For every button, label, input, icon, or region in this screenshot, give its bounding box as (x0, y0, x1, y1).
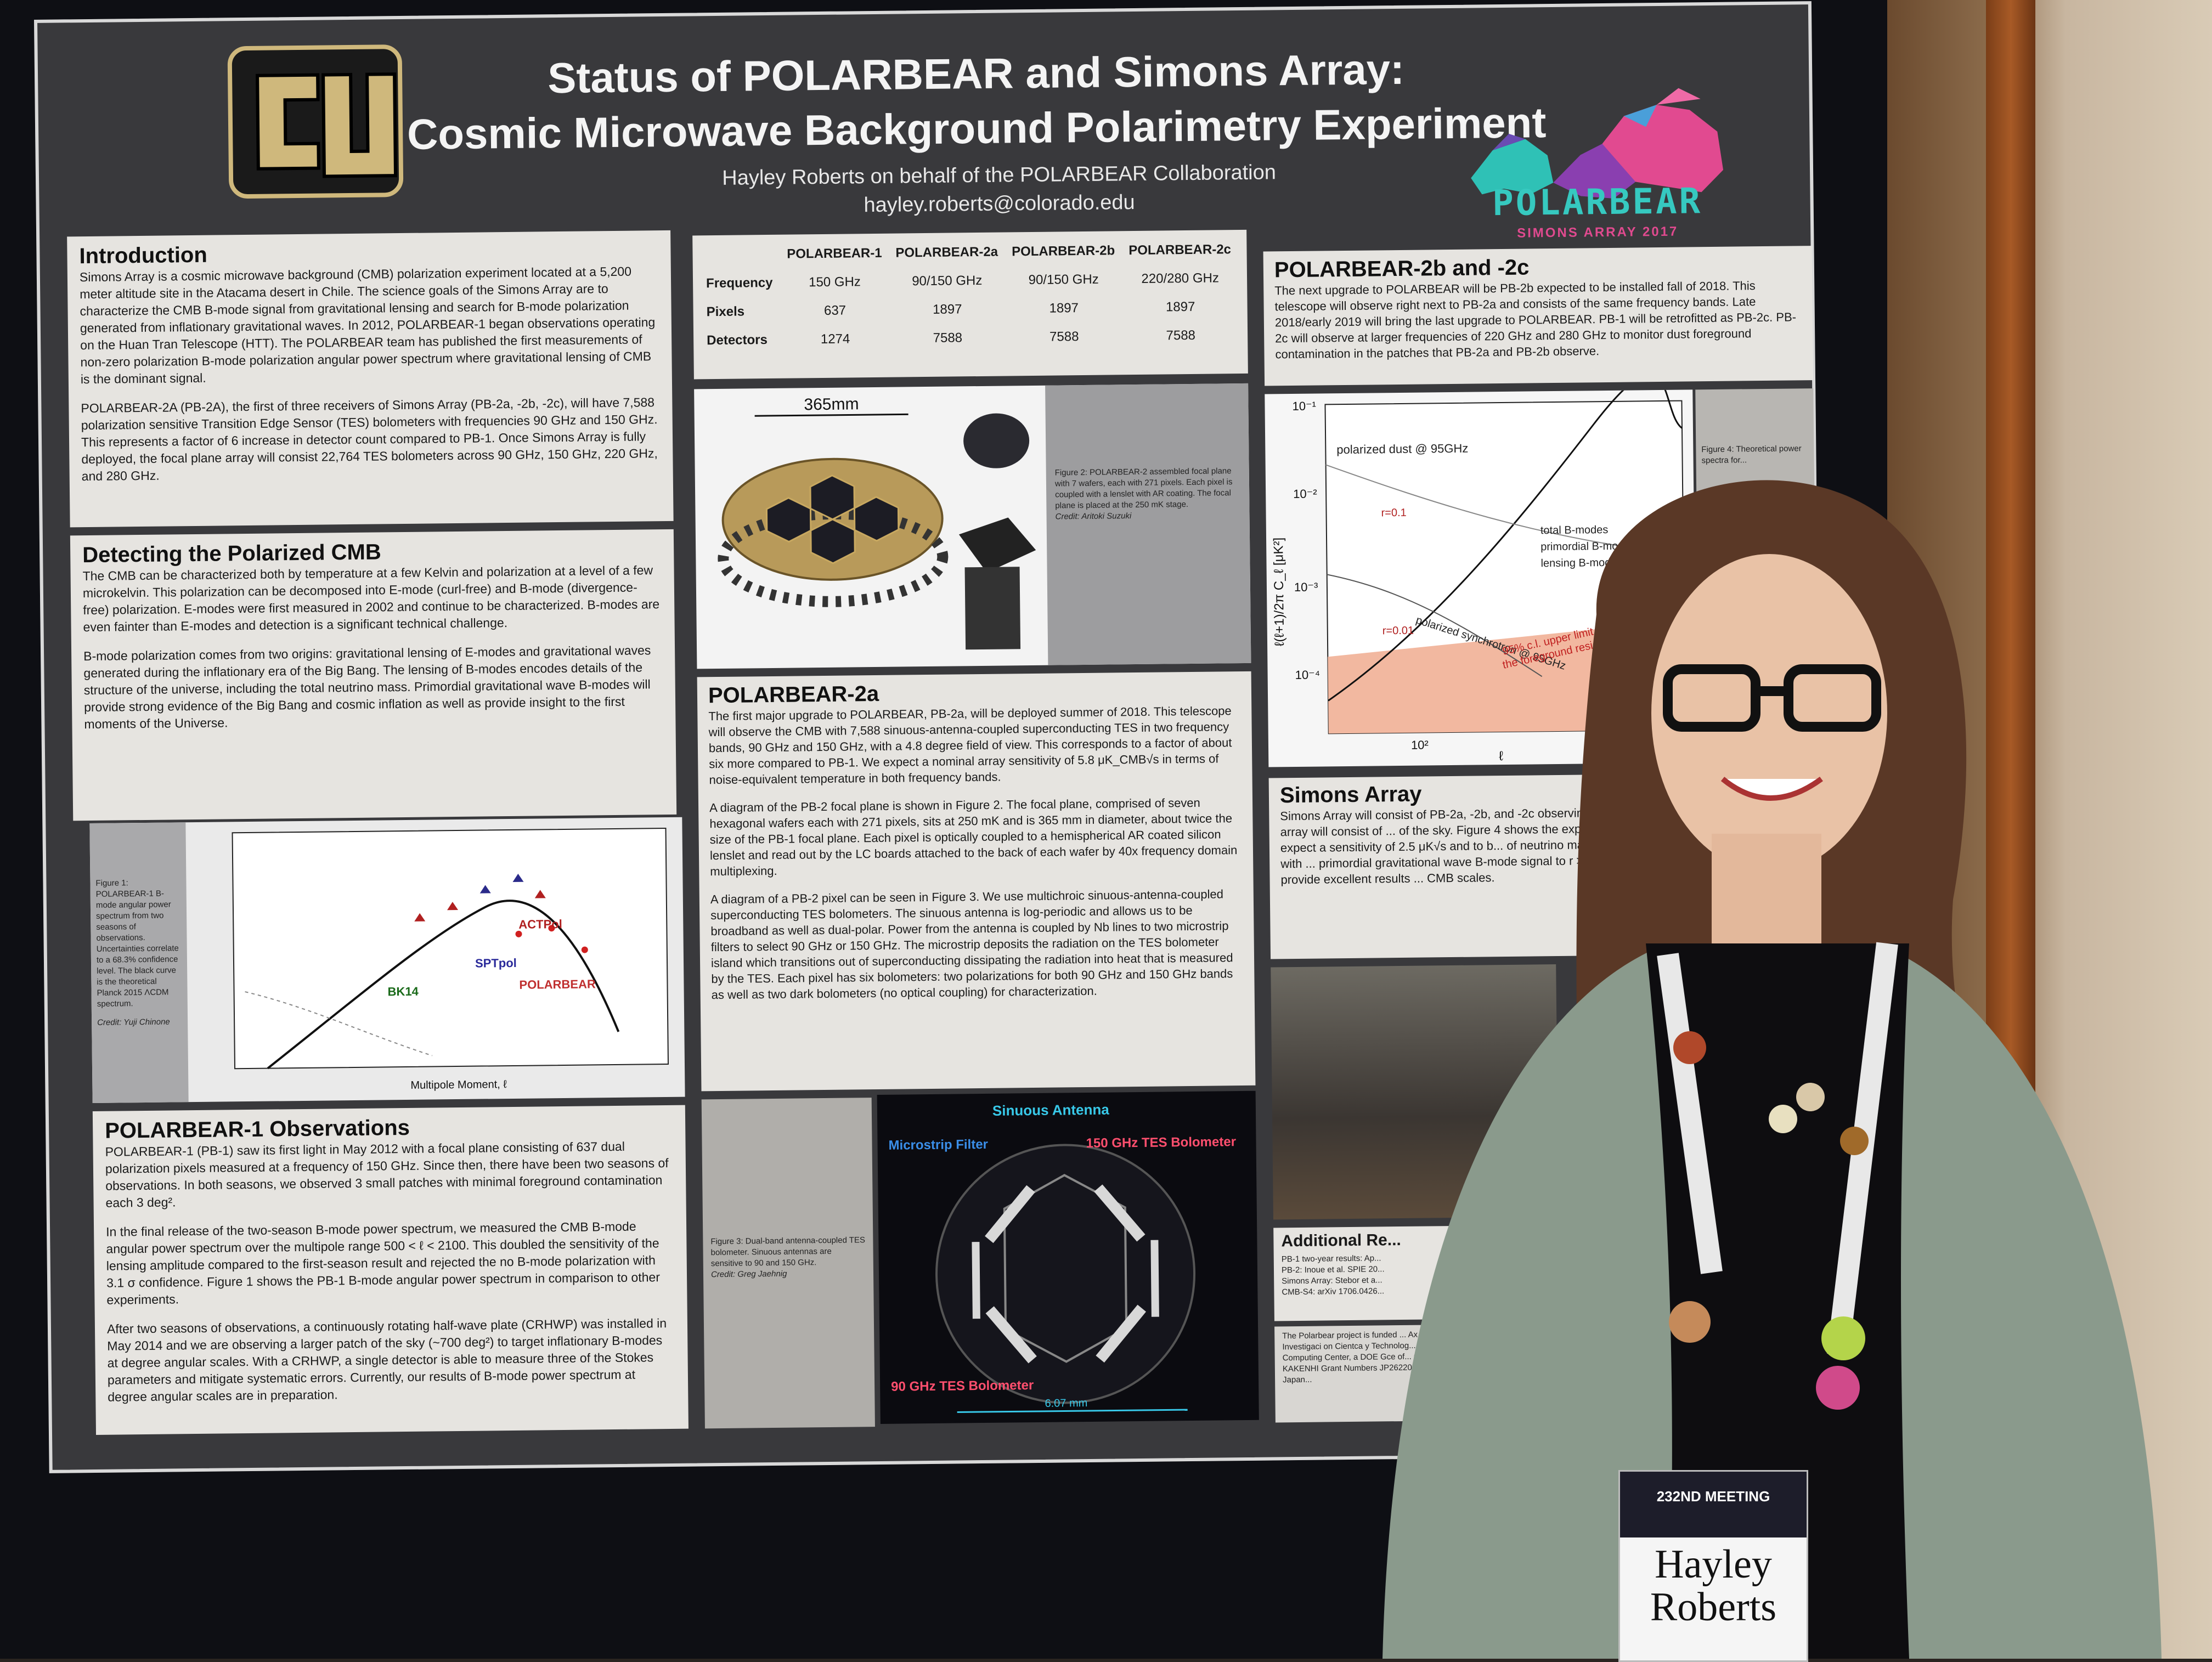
figure-3-panel: Sinuous Antenna Microstrip Filter 150 GH… (877, 1090, 1259, 1424)
table-cell: 637 (823, 303, 847, 318)
table-header: POLARBEAR-1 (787, 245, 882, 262)
fig3-label-antenna: Sinuous Antenna (992, 1101, 1110, 1119)
focal-plane-diagram: 365mm (718, 395, 1036, 650)
table-header: POLARBEAR-2a (895, 244, 998, 261)
detect-paragraph-2: B-mode polarization comes from two origi… (83, 643, 651, 732)
fig3-scale: 6.07 mm (1045, 1397, 1087, 1410)
fig4-ytick: 10⁻² (1293, 487, 1317, 501)
table-header: POLARBEAR-2b (1012, 243, 1115, 259)
figure-1-caption-box: Figure 1: POLARBEAR-1 B-mode angular pow… (89, 822, 189, 1103)
table-row: Detectors 1274 7588 7588 7588 (702, 321, 1239, 355)
intro-paragraph-2: POLARBEAR-2A (PB-2A), the first of three… (81, 395, 658, 484)
fig1-label-bk14: BK14 (387, 985, 419, 999)
table-header (701, 240, 780, 270)
fig3-label-150: 150 GHz TES Bolometer (1086, 1134, 1236, 1151)
detect-panel: Detecting the Polarized CMB The CMB can … (70, 529, 677, 821)
pb2a-paragraph-3: A diagram of a PB-2 pixel can be seen in… (710, 887, 1233, 1002)
badge-meeting: 232ND MEETING (1620, 1472, 1807, 1537)
title-line-2: Cosmic Microwave Background Polarimetry … (407, 98, 1547, 159)
pb2b-paragraph: The next upgrade to POLARBEAR will be PB… (1274, 279, 1797, 361)
figure-1-credit: Credit: Yuji Chinone (97, 1017, 170, 1027)
table-cell: 1897 (1049, 301, 1079, 316)
badge-first-name: Hayley (1655, 1542, 1772, 1587)
table-cell: Pixels (706, 304, 745, 320)
table-cell: 1897 (1165, 299, 1195, 315)
pixel-diagram: Sinuous Antenna Microstrip Filter 150 GH… (888, 1101, 1236, 1414)
table-cell: 1897 (932, 302, 962, 317)
badge-last-name: Roberts (1650, 1585, 1777, 1630)
fig4-ytick: 10⁻³ (1294, 580, 1318, 594)
figure-2-caption-box: Figure 2: POLARBEAR-2 assembled focal pl… (1045, 383, 1251, 665)
receiver-table-panel: POLARBEAR-1 POLARBEAR-2a POLARBEAR-2b PO… (692, 229, 1248, 380)
table-cell: Frequency (706, 275, 773, 291)
fig4-legend-total: total B-modes (1541, 524, 1609, 536)
detect-paragraph-1: The CMB can be characterized both by tem… (82, 563, 660, 635)
fig4-label-r01: r=0.1 (1381, 507, 1406, 519)
receiver-table: POLARBEAR-1 POLARBEAR-2a POLARBEAR-2b PO… (701, 235, 1239, 355)
fig4-ylabel: ℓ(ℓ+1)/2π C_ℓ [μK²] (1271, 538, 1287, 647)
figure-3-credit: Credit: Greg Jaehnig (710, 1269, 787, 1280)
fig1-label-polarbear: POLARBEAR (519, 977, 596, 991)
fig4-label-dust: polarized dust @ 95GHz (1336, 442, 1468, 457)
fig4-xtick: 10² (1411, 738, 1429, 751)
polarbear-logo-text: POLARBEAR (1492, 181, 1703, 224)
pb2a-paragraph-1: The first major upgrade to POLARBEAR, PB… (708, 704, 1232, 787)
table-cell: 1274 (820, 331, 850, 347)
table-cell: 150 GHz (808, 274, 861, 290)
badge-name: Hayley Roberts (1620, 1543, 1807, 1629)
table-cell: 7588 (1049, 329, 1079, 344)
fig4-label-r001: r=0.01 (1383, 625, 1414, 637)
observations-panel: POLARBEAR-1 Observations POLARBEAR-1 (PB… (92, 1105, 689, 1435)
pb2a-panel: POLARBEAR-2a The first major upgrade to … (697, 671, 1256, 1092)
figure-1-caption: Figure 1: POLARBEAR-1 B-mode angular pow… (95, 878, 179, 1009)
pb2b-panel: POLARBEAR-2b and -2c The next upgrade to… (1263, 246, 1814, 386)
table-cell: 7588 (1166, 327, 1196, 343)
intro-paragraph-1: Simons Array is a cosmic microwave backg… (79, 264, 656, 387)
name-badge: 232ND MEETING Hayley Roberts (1618, 1470, 1808, 1662)
fig4-ytick: 10⁻¹ (1292, 399, 1316, 413)
poster-authors: Hayley Roberts on behalf of the POLARBEA… (533, 156, 1466, 223)
table-header: POLARBEAR-2c (1128, 242, 1232, 258)
intro-panel: Introduction Simons Array is a cosmic mi… (67, 230, 674, 528)
figure-2-credit: Credit: Aritoki Suzuki (1055, 511, 1132, 522)
fig3-label-filter: Microstrip Filter (888, 1137, 988, 1153)
observations-paragraph-1: POLARBEAR-1 (PB-1) saw its first light i… (105, 1139, 669, 1210)
figure-2-panel: 365mm Figure 2: POLARBEAR-2 assembled fo… (694, 383, 1251, 669)
table-cell: 90/150 GHz (1028, 272, 1099, 288)
polarbear-bears-logo-icon (1471, 88, 1724, 199)
table-cell: 7588 (933, 330, 963, 346)
figure-2-caption: Figure 2: POLARBEAR-2 assembled focal pl… (1054, 466, 1233, 511)
figure-3-caption: Figure 3: Dual-band antenna-coupled TES … (710, 1235, 866, 1269)
figure-1-panel: Figure 1: POLARBEAR-1 B-mode angular pow… (89, 817, 685, 1103)
cu-logo-icon (227, 44, 404, 199)
table-cell: 220/280 GHz (1141, 270, 1220, 286)
figure-1-plot: ACTPol SPTpol BK14 POLARBEAR Multipole M… (232, 828, 669, 1092)
table-cell: Detectors (707, 332, 768, 348)
figure-3-caption-box: Figure 3: Dual-band antenna-coupled TES … (701, 1098, 875, 1429)
pb2a-paragraph-2: A diagram of the PB-2 focal plane is sho… (709, 795, 1238, 879)
fig4-legend-primordial: primordial B-modes (1541, 540, 1636, 553)
poster-title: Status of POLARBEAR and Simons Array: Co… (400, 40, 1553, 162)
polarbear-logo-subtext: SIMONS ARRAY 2017 (1516, 224, 1679, 241)
fig1-label-sptpol: SPTpol (475, 956, 517, 970)
observations-paragraph-2: In the final release of the two-season B… (106, 1219, 661, 1307)
fig4-ytick: 10⁻⁴ (1295, 668, 1321, 682)
presenter-person (1383, 480, 2162, 1659)
fig1-label-actpol: ACTPol (518, 917, 562, 931)
fig3-label-90: 90 GHz TES Bolometer (891, 1378, 1034, 1394)
fig4-xlabel: ℓ (1499, 749, 1503, 764)
observations-paragraph-3: After two seasons of observations, a con… (106, 1316, 667, 1404)
fig4-legend-lensing: lensing B-modes (1541, 557, 1622, 570)
table-cell: 90/150 GHz (912, 273, 983, 289)
focal-plane-dimension: 365mm (804, 395, 859, 414)
fig1-xlabel: Multipole Moment, ℓ (410, 1078, 507, 1092)
